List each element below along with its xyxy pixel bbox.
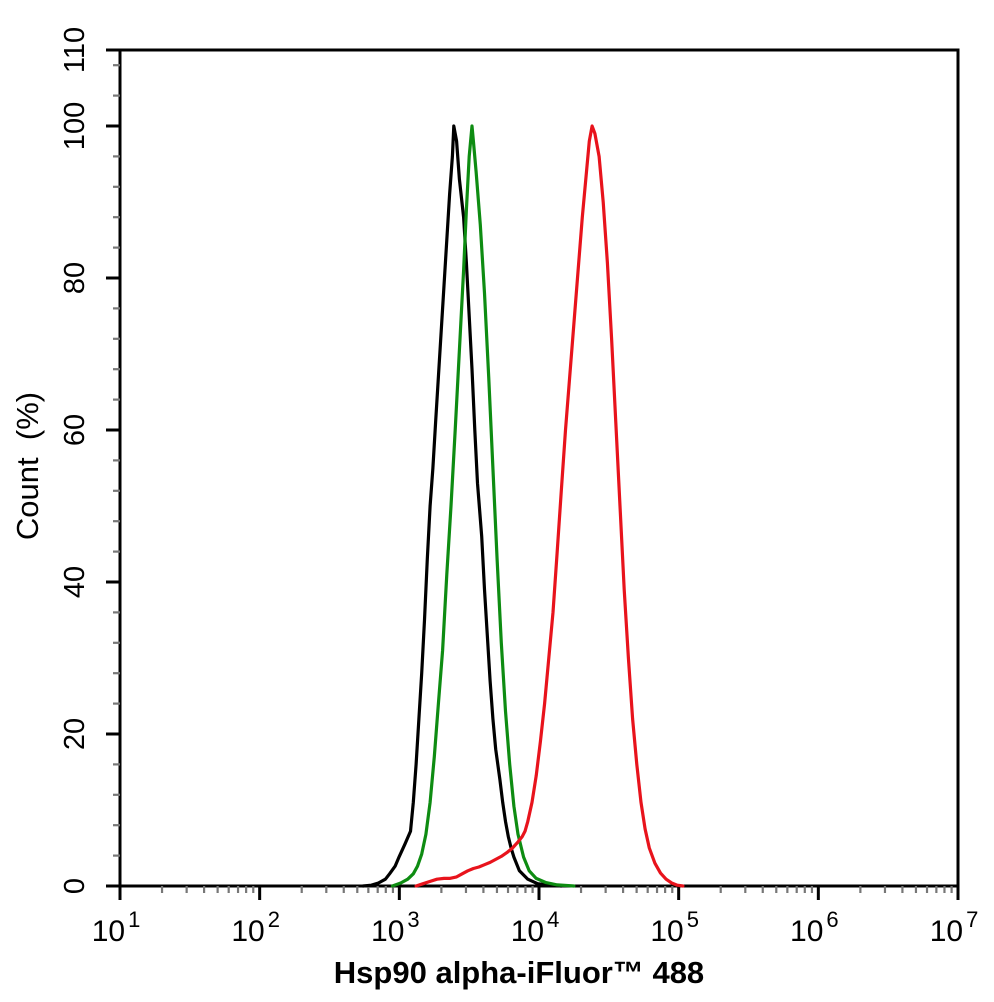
curve-green (390, 124, 576, 888)
x-tick-label: 10 3 (371, 907, 420, 948)
x-tick-exponent: 2 (268, 907, 280, 932)
y-tick-label: 80 (59, 262, 91, 294)
curve-black (361, 124, 563, 888)
y-tick-label: 110 (59, 27, 91, 73)
axes-group: 0 20 40 60 80 100 110 10 1 10 2 10 3 10 4 10 5 10 6 10 7 (59, 27, 978, 948)
x-tick-exponent: 7 (966, 907, 978, 932)
y-tick-label: 40 (59, 566, 91, 598)
x-tick-label: 10 4 (511, 907, 560, 948)
y-tick-label: 20 (59, 718, 91, 750)
x-tick-label: 10 6 (790, 907, 839, 948)
x-tick-label: 10 5 (650, 907, 699, 948)
curve-red (414, 124, 685, 888)
x-tick-label: 10 1 (92, 907, 141, 948)
x-axis-title: Hsp90 alpha-iFluor™ 488 (334, 955, 704, 990)
x-tick-label: 10 2 (231, 907, 280, 948)
x-tick-label: 10 7 (930, 907, 979, 948)
curves-group (361, 124, 685, 888)
y-tick-label: 0 (59, 878, 91, 894)
y-tick-label: 60 (59, 414, 91, 446)
x-tick-exponent: 4 (547, 907, 559, 932)
x-tick-exponent: 5 (687, 907, 699, 932)
y-tick-label: 100 (59, 102, 91, 150)
x-tick-exponent: 3 (407, 907, 419, 932)
y-axis-title: Count (%) (10, 392, 45, 540)
x-tick-exponent: 1 (128, 907, 140, 932)
x-tick-exponent: 6 (826, 907, 838, 932)
